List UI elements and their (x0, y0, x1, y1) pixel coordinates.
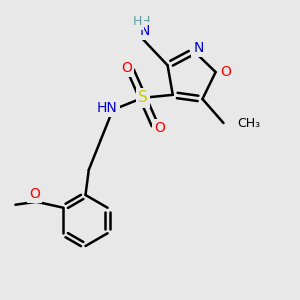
Text: O: O (154, 121, 165, 135)
Text: S: S (138, 90, 148, 105)
Text: N: N (140, 24, 150, 38)
Text: O: O (220, 65, 231, 79)
Text: CH₃: CH₃ (237, 116, 260, 130)
Text: H: H (141, 15, 150, 28)
Text: O: O (29, 187, 40, 201)
Text: HN: HN (97, 101, 118, 115)
Text: H: H (133, 15, 142, 28)
Text: N: N (194, 41, 204, 55)
Text: O: O (121, 61, 132, 75)
